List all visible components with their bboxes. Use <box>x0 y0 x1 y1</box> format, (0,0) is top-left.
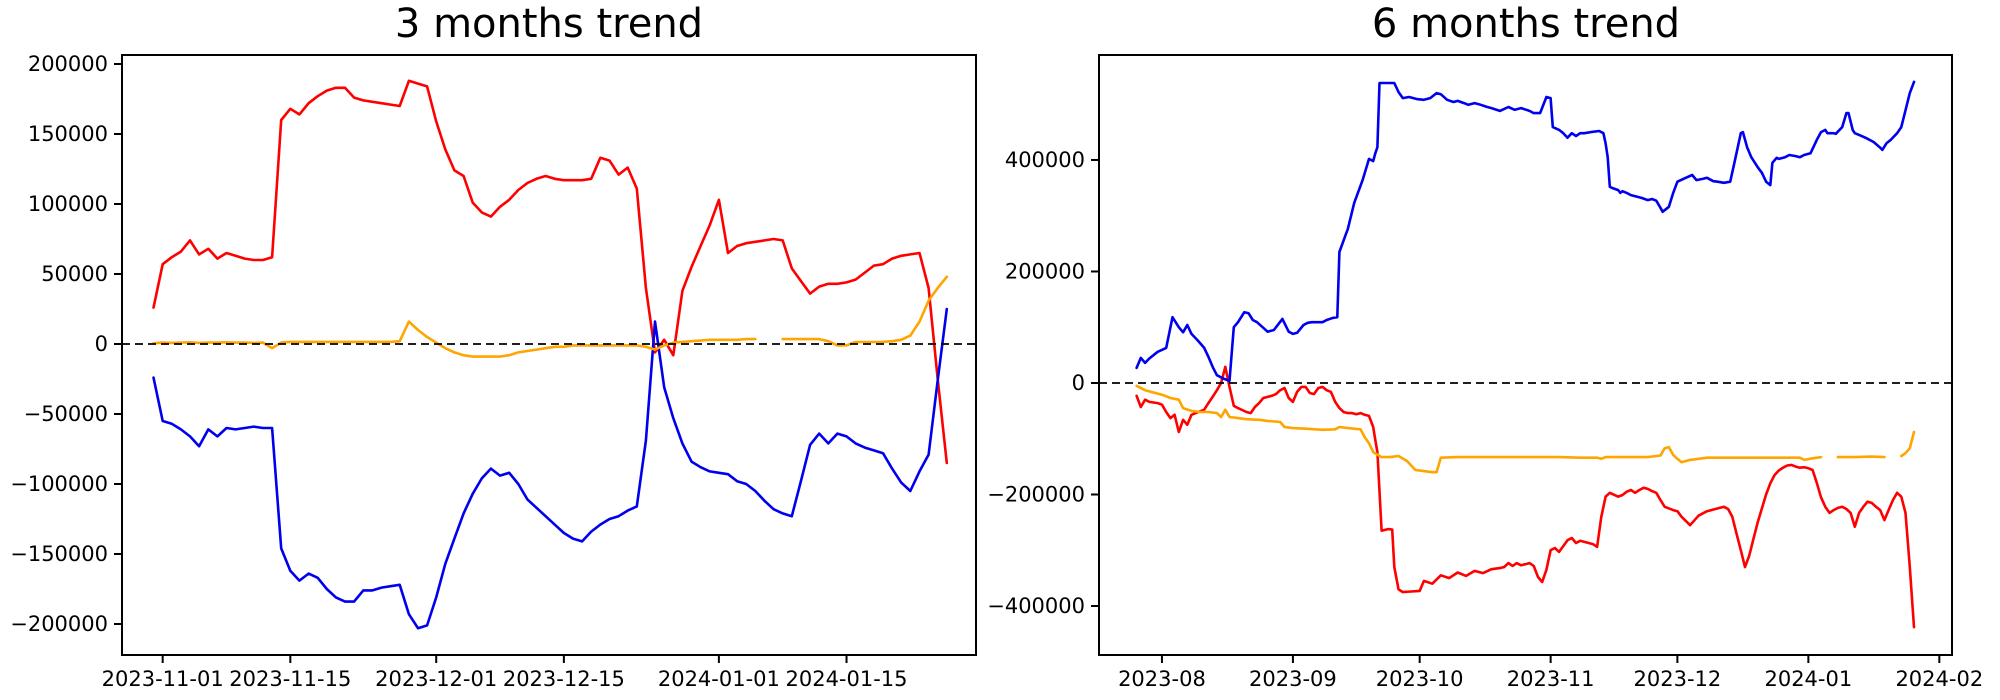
series-line-orange-series <box>1900 430 1916 458</box>
series-line-orange-series <box>1135 384 1823 474</box>
x-tick-label: 2024-01-01 <box>658 667 780 691</box>
series-line-red-series <box>1135 365 1916 629</box>
y-tick-label: −100000 <box>10 472 108 496</box>
x-tick-label: 2023-11 <box>1507 667 1595 691</box>
axes-frame <box>1098 54 1953 656</box>
y-tick-label: −50000 <box>24 402 108 426</box>
series-line-blue-series <box>152 307 949 630</box>
x-tick-label: 2024-02 <box>1895 667 1983 691</box>
x-tick-label: 2023-10 <box>1376 667 1464 691</box>
x-tick-label: 2024-01-15 <box>785 667 907 691</box>
y-tick-label: 200000 <box>1005 259 1085 283</box>
series-line-orange-series <box>1836 455 1886 459</box>
axes-frame <box>121 54 977 656</box>
chart-title-3-months-trend: 3 months trend <box>394 1 704 47</box>
y-tick-label: −400000 <box>987 594 1085 618</box>
series-line-red-series <box>152 79 949 465</box>
x-tick-label: 2023-11-01 <box>102 667 224 691</box>
x-tick-label: 2024-01 <box>1764 667 1852 691</box>
y-tick-label: 400000 <box>1005 148 1085 172</box>
y-tick-label: −150000 <box>10 542 108 566</box>
x-tick-label: 2023-11-15 <box>229 667 351 691</box>
x-tick-label: 2023-12-15 <box>503 667 625 691</box>
y-tick-label: 150000 <box>28 122 108 146</box>
y-tick-label: −200000 <box>987 482 1085 506</box>
y-tick-label: 200000 <box>28 52 108 76</box>
series-line-blue-series <box>1135 80 1916 383</box>
series-line-orange-series <box>781 275 949 347</box>
y-tick-label: −200000 <box>10 612 108 636</box>
series-line-orange-series <box>152 320 757 358</box>
x-tick-label: 2023-12-01 <box>375 667 497 691</box>
chart-title-6-months-trend: 6 months trend <box>1371 1 1681 47</box>
y-tick-label: 100000 <box>28 192 108 216</box>
y-tick-label: 50000 <box>41 262 108 286</box>
x-tick-label: 2023-12 <box>1634 667 1722 691</box>
x-tick-label: 2023-08 <box>1118 667 1206 691</box>
x-tick-label: 2023-09 <box>1249 667 1337 691</box>
y-tick-label: 0 <box>1072 371 1085 395</box>
y-tick-label: 0 <box>95 332 108 356</box>
